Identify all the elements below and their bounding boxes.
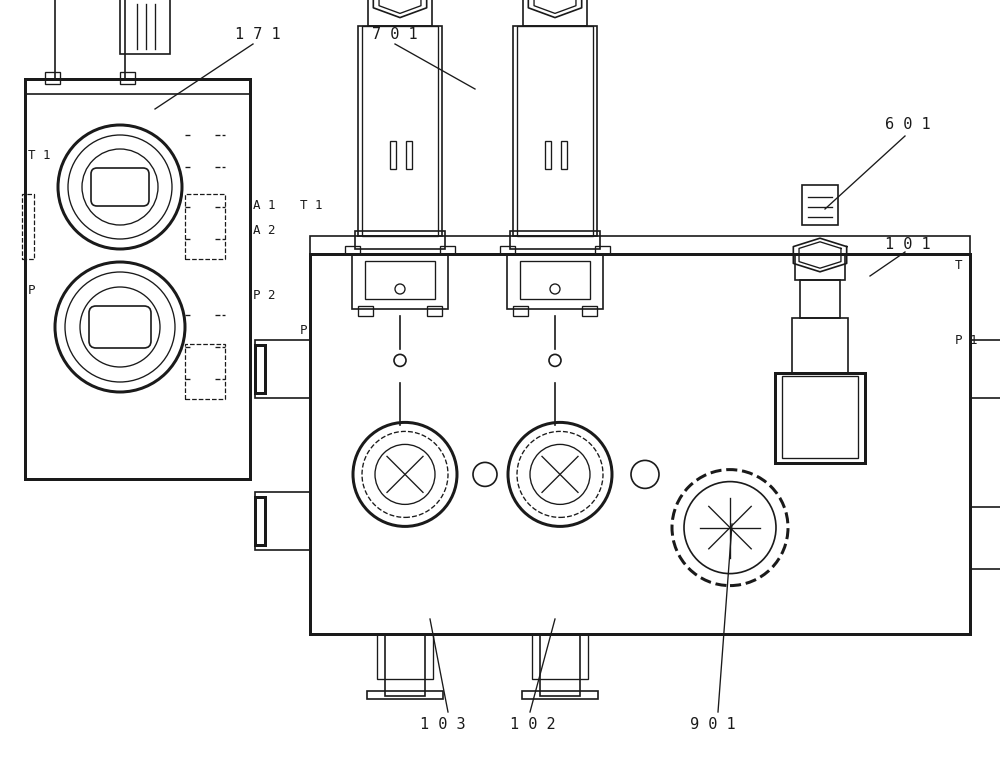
Text: 6 0 1: 6 0 1 xyxy=(885,117,931,132)
Text: P: P xyxy=(300,324,308,337)
Bar xyxy=(355,231,445,249)
Bar xyxy=(800,280,840,318)
Text: 1 0 1: 1 0 1 xyxy=(885,237,931,252)
Bar xyxy=(310,236,970,254)
Text: A 1: A 1 xyxy=(253,199,276,212)
Bar xyxy=(513,26,597,236)
Bar xyxy=(345,246,360,254)
Bar xyxy=(22,194,34,259)
Bar xyxy=(120,0,170,54)
Bar xyxy=(582,306,597,316)
Bar xyxy=(561,141,567,169)
Bar xyxy=(352,254,448,309)
Text: 9 0 1: 9 0 1 xyxy=(690,717,736,732)
Bar xyxy=(358,26,442,236)
Bar xyxy=(358,306,373,316)
Bar xyxy=(45,72,60,84)
Bar xyxy=(540,634,580,696)
Text: T 1: T 1 xyxy=(300,199,323,212)
Bar xyxy=(427,306,442,316)
Bar xyxy=(385,634,425,696)
Bar xyxy=(377,634,433,679)
Bar xyxy=(185,194,225,259)
Bar xyxy=(522,691,598,699)
Bar xyxy=(970,507,1000,569)
Bar xyxy=(775,373,865,463)
Bar xyxy=(795,255,845,280)
Text: P 1: P 1 xyxy=(955,334,978,347)
Bar xyxy=(25,79,250,479)
Bar xyxy=(802,185,838,225)
Bar xyxy=(255,497,265,545)
Text: P 2: P 2 xyxy=(253,289,276,302)
Text: A 2: A 2 xyxy=(253,224,276,237)
Bar xyxy=(970,341,1000,398)
Bar xyxy=(782,376,858,458)
Bar xyxy=(365,261,435,299)
Bar xyxy=(440,246,455,254)
Text: T 1: T 1 xyxy=(28,149,51,162)
Bar xyxy=(406,141,412,169)
Bar xyxy=(595,246,610,254)
Bar xyxy=(120,72,135,84)
Bar xyxy=(520,261,590,299)
Bar xyxy=(310,254,970,634)
Bar xyxy=(510,231,600,249)
Bar xyxy=(545,141,551,169)
Bar xyxy=(368,0,432,26)
Bar xyxy=(255,341,310,398)
Bar xyxy=(390,141,396,169)
Bar xyxy=(792,318,848,373)
Bar xyxy=(513,306,528,316)
Bar xyxy=(25,79,250,94)
Bar xyxy=(532,634,588,679)
Bar xyxy=(500,246,515,254)
Bar xyxy=(362,26,438,236)
Text: T: T xyxy=(955,259,963,272)
Bar xyxy=(367,691,443,699)
Text: 1 7 1: 1 7 1 xyxy=(235,27,281,42)
Text: P: P xyxy=(28,284,36,297)
Bar xyxy=(517,26,593,236)
Bar xyxy=(255,345,265,393)
Bar xyxy=(523,0,587,26)
Text: 1 0 3: 1 0 3 xyxy=(420,717,466,732)
Bar xyxy=(255,493,310,550)
Bar xyxy=(507,254,603,309)
Text: 1 0 2: 1 0 2 xyxy=(510,717,556,732)
Bar xyxy=(185,344,225,399)
Text: 7 0 1: 7 0 1 xyxy=(372,27,418,42)
Bar xyxy=(55,0,125,79)
